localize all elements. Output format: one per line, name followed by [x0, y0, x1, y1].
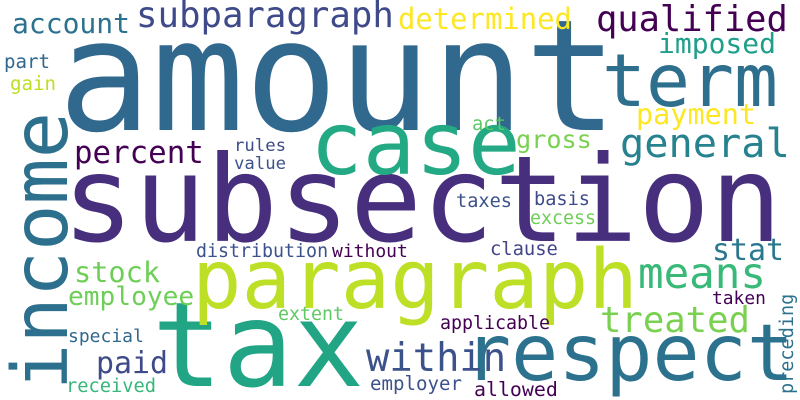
- word-employer: employer: [370, 372, 462, 396]
- word-distribution: distribution: [196, 240, 329, 262]
- word-subparagraph: subparagraph: [136, 0, 394, 37]
- word-qualified: qualified: [596, 0, 788, 41]
- word-gain: gain: [10, 72, 56, 96]
- word-preceding: preceding: [776, 293, 798, 394]
- word-income: income: [0, 111, 86, 390]
- word-treated: treated: [600, 300, 750, 342]
- word-value: value: [234, 154, 287, 175]
- word-term: term: [602, 39, 779, 125]
- word-special: special: [68, 325, 144, 347]
- word-rules: rules: [234, 136, 287, 157]
- word-stock: stock: [74, 254, 161, 289]
- word-subsection: subsection: [62, 131, 783, 271]
- word-imposed: imposed: [658, 27, 777, 60]
- word-applicable: applicable: [440, 312, 551, 334]
- word-percent: percent: [74, 134, 204, 171]
- word-respect: respect: [464, 307, 794, 399]
- word-determined: determined: [398, 1, 572, 36]
- word-amount: amount: [58, 0, 618, 167]
- word-extent: extent: [278, 303, 345, 325]
- word-without: without: [332, 240, 408, 262]
- word-stat: stat: [712, 233, 784, 269]
- word-taken: taken: [712, 288, 766, 310]
- word-case: case: [310, 93, 521, 196]
- word-excess: excess: [530, 207, 597, 229]
- word-payment: payment: [636, 97, 757, 131]
- word-taxes: taxes: [456, 190, 512, 212]
- word-gross: gross: [516, 125, 592, 155]
- word-act: act: [472, 113, 506, 135]
- word-general: general: [620, 119, 790, 167]
- word-allowed: allowed: [474, 378, 558, 400]
- word-basis: basis: [534, 188, 590, 210]
- word-received: received: [66, 375, 157, 397]
- word-paragraph: paragraph: [192, 232, 638, 328]
- word-tax: tax: [152, 277, 365, 400]
- word-part: part: [4, 50, 50, 74]
- word-account: account: [12, 7, 131, 40]
- word-within: within: [366, 335, 507, 381]
- word-paid: paid: [96, 346, 168, 382]
- word-means: means: [638, 249, 766, 299]
- word-employee: employee: [68, 281, 195, 312]
- word-clause: clause: [490, 238, 558, 260]
